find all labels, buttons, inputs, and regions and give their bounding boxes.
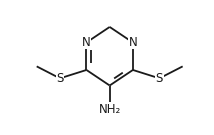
Text: S: S	[56, 72, 64, 85]
Text: N: N	[82, 36, 91, 49]
Text: NH₂: NH₂	[99, 103, 121, 116]
Text: N: N	[129, 36, 137, 49]
Text: S: S	[156, 72, 163, 85]
